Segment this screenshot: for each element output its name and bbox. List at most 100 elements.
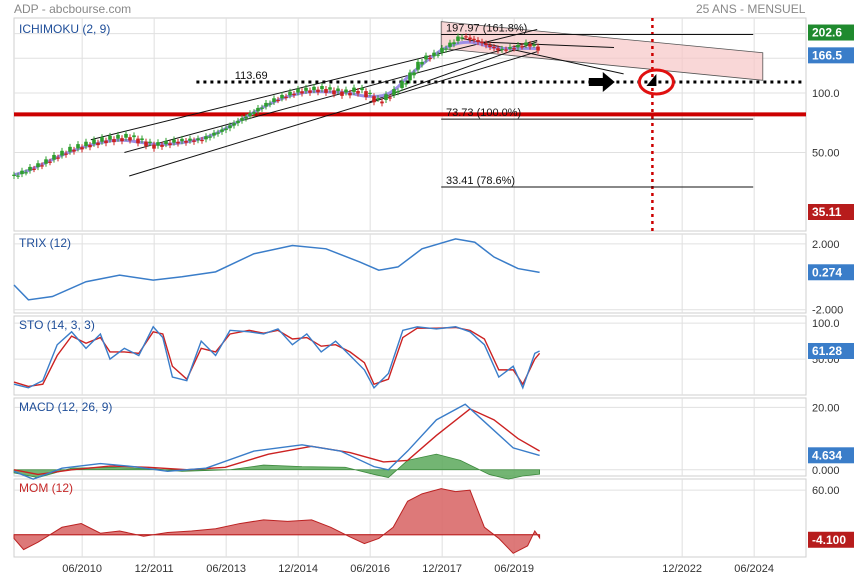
candle-body — [32, 168, 36, 170]
fib-label: 197.97 (161.8%) — [446, 23, 527, 35]
x-tick-label: 06/2013 — [206, 563, 246, 575]
candle-body — [472, 38, 476, 40]
candle-body — [428, 57, 432, 60]
candle-body — [228, 125, 232, 129]
candle-body — [372, 96, 376, 103]
period-label: 25 ANS - MENSUEL — [696, 2, 806, 16]
candle-body — [440, 47, 444, 53]
candle-body — [408, 72, 412, 81]
candle-body — [176, 141, 180, 144]
trend-line — [124, 39, 538, 153]
panel-label-macd: MACD (12, 26, 9) — [19, 400, 112, 414]
candle-body — [416, 61, 420, 70]
candle-body — [204, 136, 208, 140]
candle-body — [384, 94, 388, 100]
candle-body — [88, 144, 92, 148]
candle-body — [76, 144, 80, 149]
candle-body — [496, 48, 500, 51]
candle-body — [80, 147, 84, 150]
candle-body — [212, 132, 216, 136]
badge-trix-bg — [808, 264, 854, 281]
badge-last-price: 166.5 — [812, 48, 842, 62]
candle-body — [356, 90, 360, 94]
candle-body — [532, 44, 536, 46]
y-tick-label: 0.000 — [812, 465, 840, 477]
candle-body — [436, 54, 440, 56]
badge-mom: -4.100 — [812, 533, 846, 547]
candle-body — [108, 135, 112, 140]
candle-body — [480, 41, 484, 44]
candle-body — [332, 90, 336, 95]
candle-body — [132, 135, 136, 138]
candle-body — [136, 138, 140, 144]
candle-body — [476, 40, 480, 43]
x-tick-label: 06/2016 — [350, 563, 390, 575]
candle-body — [44, 159, 48, 164]
candle-body — [160, 144, 164, 147]
candle-body — [100, 137, 104, 142]
candle-body — [396, 91, 400, 93]
candle-body — [288, 91, 292, 96]
candle-body — [60, 150, 64, 156]
candle-body — [364, 91, 368, 98]
candle-body — [244, 116, 248, 119]
x-tick-label: 06/2024 — [734, 563, 774, 575]
panel-label-sto: STO (14, 3, 3) — [19, 318, 95, 332]
candle-body — [404, 83, 408, 85]
trix-line — [13, 238, 540, 301]
panel-frame-trix — [13, 233, 807, 314]
candle-body — [308, 90, 312, 93]
candle-body — [252, 112, 256, 114]
candle-body — [380, 101, 384, 104]
candle-body — [388, 97, 392, 99]
candle-body — [20, 170, 24, 175]
candle-body — [256, 107, 260, 112]
candle-body — [460, 37, 464, 39]
candle-body — [220, 129, 224, 132]
candle-body — [216, 132, 220, 134]
candle-body — [64, 153, 68, 155]
candle-body — [324, 88, 328, 93]
candle-body — [444, 48, 448, 50]
source-label: ADP - abcbourse.com — [14, 2, 132, 16]
candle-body — [412, 72, 416, 76]
badge-last-high: 202.6 — [812, 26, 842, 40]
candle-body — [368, 92, 372, 95]
candle-body — [224, 128, 228, 131]
candle-body — [28, 166, 32, 171]
candle-body — [360, 87, 364, 91]
candle-body — [240, 118, 244, 121]
badge-macd: 4.634 — [812, 448, 842, 462]
candle-body — [520, 46, 524, 48]
candle-body — [320, 86, 324, 90]
candle-body — [272, 98, 276, 102]
candle-body — [112, 139, 116, 143]
candle-body — [280, 94, 284, 99]
badge-last-high-bg — [808, 24, 854, 41]
x-tick-label: 06/2010 — [62, 563, 102, 575]
candle-body — [492, 46, 496, 49]
candle-body — [352, 87, 356, 92]
candle-body — [196, 138, 200, 141]
candle-body — [328, 87, 332, 90]
candle-body — [104, 140, 108, 144]
candle-body — [284, 96, 288, 99]
candle-body — [140, 138, 144, 141]
candle-body — [68, 146, 72, 152]
x-tick-label: 12/2022 — [662, 563, 702, 575]
candle-body — [452, 42, 456, 45]
candle-body — [336, 88, 340, 92]
candle-body — [292, 93, 296, 96]
candle-body — [484, 43, 488, 46]
candle-body — [16, 175, 20, 177]
x-tick-label: 12/2011 — [135, 563, 174, 575]
candle-body — [512, 48, 516, 50]
badge-macd-bg — [808, 447, 854, 464]
candle-body — [192, 140, 196, 142]
candle-body — [172, 139, 176, 143]
candle-body — [248, 113, 252, 117]
panel-label-ichimoku: ICHIMOKU (2, 9) — [19, 22, 110, 36]
arrow-marker — [588, 72, 615, 93]
